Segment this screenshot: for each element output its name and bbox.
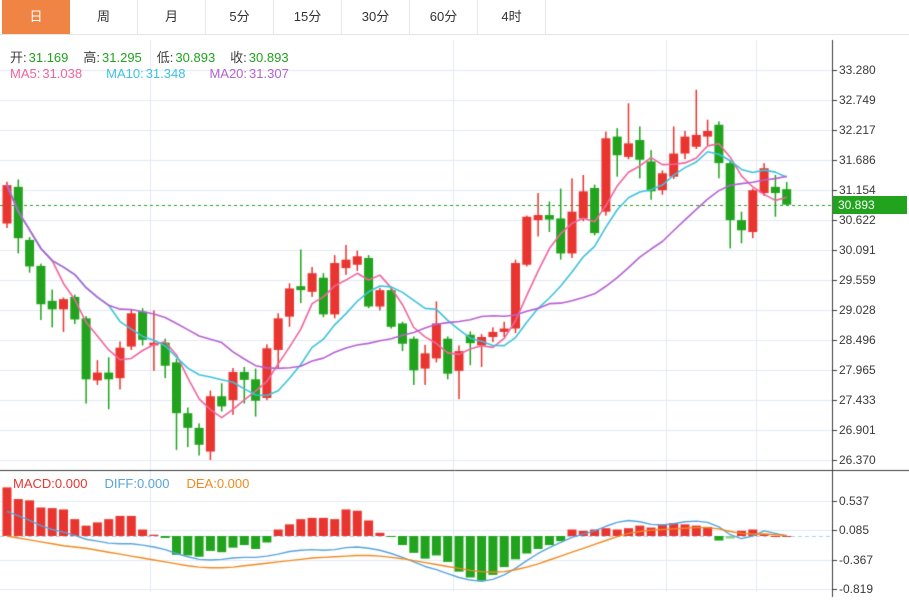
- tab-day[interactable]: 日: [2, 0, 70, 34]
- tab-4hour[interactable]: 4时: [478, 0, 546, 34]
- price-axis-label: 30.091: [839, 243, 876, 257]
- price-axis-label: 27.965: [839, 363, 876, 377]
- price-axis-label: 26.901: [839, 423, 876, 438]
- close-label: 收:: [230, 50, 247, 65]
- macd-axis-label: 0.537: [839, 494, 870, 509]
- tab-month[interactable]: 月: [138, 0, 206, 34]
- open-label: 开:: [10, 50, 27, 65]
- tab-60min[interactable]: 60分: [410, 0, 478, 34]
- diff-item: DIFF:0.000: [104, 476, 169, 491]
- macd-axis-label: -0.367: [839, 552, 874, 567]
- last-price-badge: 30.893: [833, 196, 907, 214]
- ma5-label: MA5:: [10, 66, 41, 81]
- high-pair: 高: 31.295: [83, 47, 141, 66]
- macd-value: 0.000: [54, 476, 88, 491]
- diff-label: DIFF:: [104, 476, 137, 491]
- open-pair: 开: 31.169: [10, 47, 68, 66]
- dea-item: DEA:0.000: [186, 476, 249, 491]
- macd-item: MACD:0.000: [13, 476, 87, 491]
- ma10-value: 31.348: [145, 66, 186, 81]
- macd-label: MACD:: [13, 476, 55, 491]
- macd-axis-label: -0.819: [839, 582, 874, 597]
- price-axis-label: 26.370: [839, 453, 876, 468]
- price-axis-label: 29.559: [839, 273, 876, 288]
- ohlc-info-bar: 开: 31.169 高: 31.295 低: 30.893 收: 30.893: [10, 47, 289, 66]
- dea-label: DEA:: [186, 476, 217, 491]
- candlestick-macd-chart[interactable]: [0, 35, 909, 600]
- ma20-label: MA20:: [209, 66, 248, 81]
- tab-5min[interactable]: 5分: [206, 0, 274, 34]
- price-axis-label: 30.622: [839, 213, 876, 228]
- ma10-label: MA10:: [106, 66, 144, 81]
- price-axis-label: 32.749: [839, 92, 876, 107]
- close-value: 30.893: [248, 50, 289, 65]
- price-axis-label: 31.686: [839, 152, 876, 167]
- ma10-item: MA10: 31.348: [106, 66, 185, 81]
- low-label: 低:: [156, 50, 174, 65]
- macd-axis-label: 0.085: [839, 523, 870, 538]
- price-axis-label: 28.496: [839, 333, 876, 348]
- price-axis-label: 27.433: [839, 393, 876, 408]
- ma-info-bar: MA5: 31.038 MA10: 31.348 MA20: 31.307: [10, 66, 289, 81]
- tab-week[interactable]: 周: [70, 0, 138, 34]
- low-pair: 低: 30.893: [157, 47, 215, 66]
- price-axis-label: 32.217: [839, 123, 876, 137]
- ma20-value: 31.307: [249, 66, 289, 81]
- price-axis-label: 33.280: [839, 63, 876, 77]
- price-axis-label: 29.028: [839, 303, 876, 317]
- tab-15min[interactable]: 15分: [274, 0, 342, 34]
- high-value: 31.295: [102, 50, 142, 65]
- macd-info-bar: MACD:0.000 DIFF:0.000 DEA:0.000: [13, 476, 249, 491]
- price-axis-label: 31.154: [839, 183, 876, 197]
- ma20-item: MA20: 31.307: [209, 66, 288, 81]
- diff-value: 0.000: [136, 476, 170, 491]
- ma5-value: 31.038: [42, 66, 83, 81]
- ma5-item: MA5: 31.038: [10, 66, 82, 81]
- dea-value: 0.000: [216, 476, 250, 491]
- tab-30min[interactable]: 30分: [342, 0, 410, 34]
- timeframe-tabbar: 日 周 月 5分 15分 30分 60分 4时: [0, 0, 909, 35]
- high-label: 高:: [83, 50, 101, 65]
- open-value: 31.169: [28, 50, 69, 65]
- low-value: 30.893: [175, 50, 216, 65]
- close-pair: 收: 30.893: [230, 47, 288, 66]
